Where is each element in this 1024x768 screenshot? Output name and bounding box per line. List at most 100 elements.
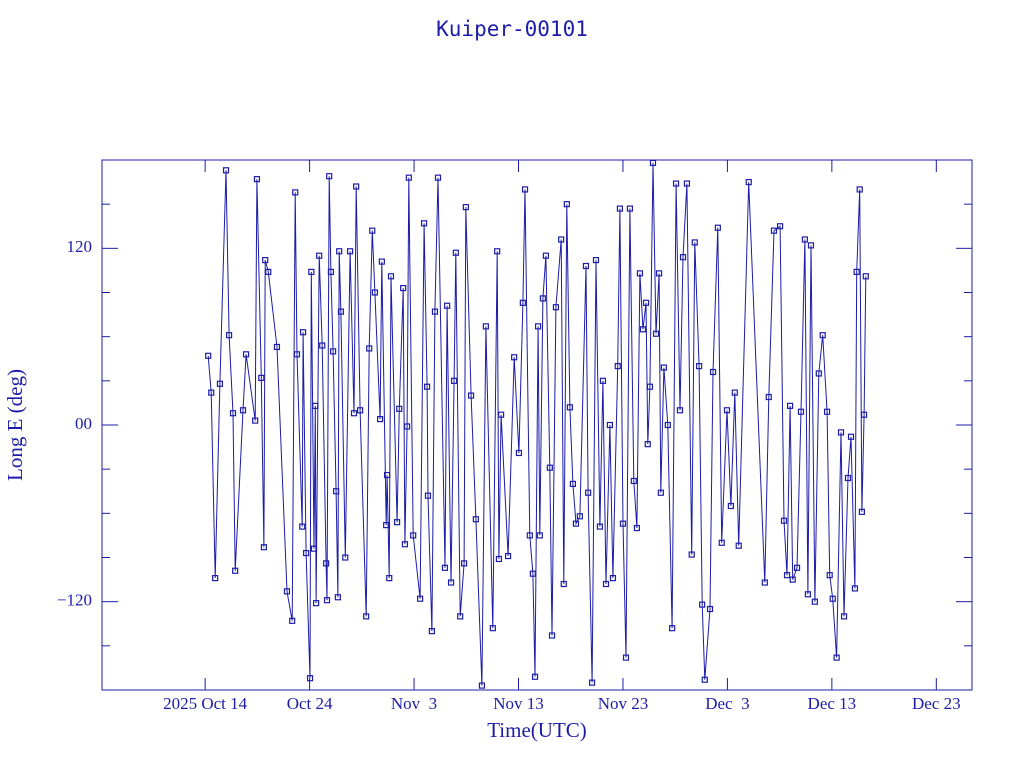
data-point <box>342 554 349 561</box>
data-point <box>310 545 318 552</box>
data-point <box>239 407 247 414</box>
data-point <box>400 284 407 292</box>
data-point <box>346 248 354 255</box>
data-point <box>660 364 667 371</box>
data-point <box>596 523 603 530</box>
data-point <box>216 380 224 387</box>
x-tick-label: Nov 3 <box>391 694 437 713</box>
data-point <box>735 542 742 549</box>
data-point <box>614 363 621 370</box>
data-point <box>377 416 384 423</box>
data-point <box>619 520 627 527</box>
data-point <box>489 625 496 632</box>
data-point <box>353 183 360 190</box>
data-point <box>386 575 393 582</box>
data-point <box>529 570 536 577</box>
data-point <box>292 189 299 196</box>
data-point <box>552 304 560 311</box>
data-point <box>731 389 738 396</box>
data-point <box>327 268 335 275</box>
data-point <box>847 433 855 440</box>
data-point <box>428 628 435 635</box>
data-point <box>457 613 464 620</box>
x-tick-label: Nov 23 <box>598 694 649 713</box>
data-point <box>472 516 479 523</box>
data-point <box>387 273 395 280</box>
data-point <box>393 519 401 526</box>
data-point <box>548 632 556 639</box>
data-point <box>761 579 768 586</box>
data-point <box>699 601 706 608</box>
data-point <box>336 248 343 255</box>
data-point <box>683 180 691 187</box>
data-point <box>811 598 818 605</box>
data-point <box>807 242 815 249</box>
data-point <box>783 572 791 579</box>
data-point <box>308 268 315 275</box>
data-point <box>526 532 533 539</box>
y-tick-label: −120 <box>57 591 92 610</box>
data-point <box>363 613 370 620</box>
data-point <box>770 227 778 234</box>
data-point <box>225 332 233 339</box>
data-point <box>424 383 431 390</box>
data-point <box>626 205 634 212</box>
data-point <box>289 617 296 624</box>
x-axis-label: Time(UTC) <box>487 718 587 742</box>
data-point <box>396 405 403 412</box>
data-point <box>765 393 772 401</box>
data-point <box>844 474 852 482</box>
x-tick-label: 2025 Oct 14 <box>163 694 248 713</box>
data-point <box>299 523 306 530</box>
data-point <box>727 502 734 510</box>
data-point <box>323 597 331 604</box>
data-point <box>299 329 307 336</box>
data-point <box>478 682 486 689</box>
data-point <box>793 564 801 571</box>
data-point <box>461 560 468 567</box>
data-point <box>576 513 583 520</box>
x-tick-label: Dec 13 <box>808 694 857 713</box>
data-point <box>582 262 590 270</box>
data-point <box>350 410 358 417</box>
series-line <box>207 162 867 686</box>
data-point <box>856 186 863 193</box>
plot-area <box>205 160 869 689</box>
data-point <box>826 572 833 579</box>
data-point <box>303 549 310 557</box>
data-point <box>330 348 337 355</box>
data-point <box>636 270 644 277</box>
data-point <box>450 377 458 384</box>
data-point <box>462 204 469 211</box>
data-point <box>531 673 539 680</box>
data-point <box>706 605 714 613</box>
data-point <box>723 407 731 414</box>
x-tick-label: Oct 24 <box>287 694 333 713</box>
data-point <box>467 392 475 399</box>
data-point <box>815 370 822 377</box>
data-point <box>410 532 417 539</box>
data-point <box>851 585 859 592</box>
data-point <box>511 354 518 361</box>
data-point <box>326 173 333 180</box>
data-point <box>242 351 250 358</box>
data-point <box>602 580 610 588</box>
data-point <box>312 402 319 409</box>
data-point <box>319 342 326 349</box>
data-point <box>252 417 259 424</box>
data-point <box>585 489 592 496</box>
data-point <box>599 377 607 384</box>
data-point <box>205 352 212 359</box>
data-point <box>212 575 219 582</box>
data-point <box>403 423 411 430</box>
data-point <box>560 580 567 588</box>
data-point <box>405 174 412 181</box>
data-point <box>563 201 570 208</box>
data-point <box>664 421 671 429</box>
data-point <box>356 407 364 414</box>
data-point <box>260 544 268 551</box>
data-point <box>745 178 752 186</box>
data-point <box>337 308 345 315</box>
